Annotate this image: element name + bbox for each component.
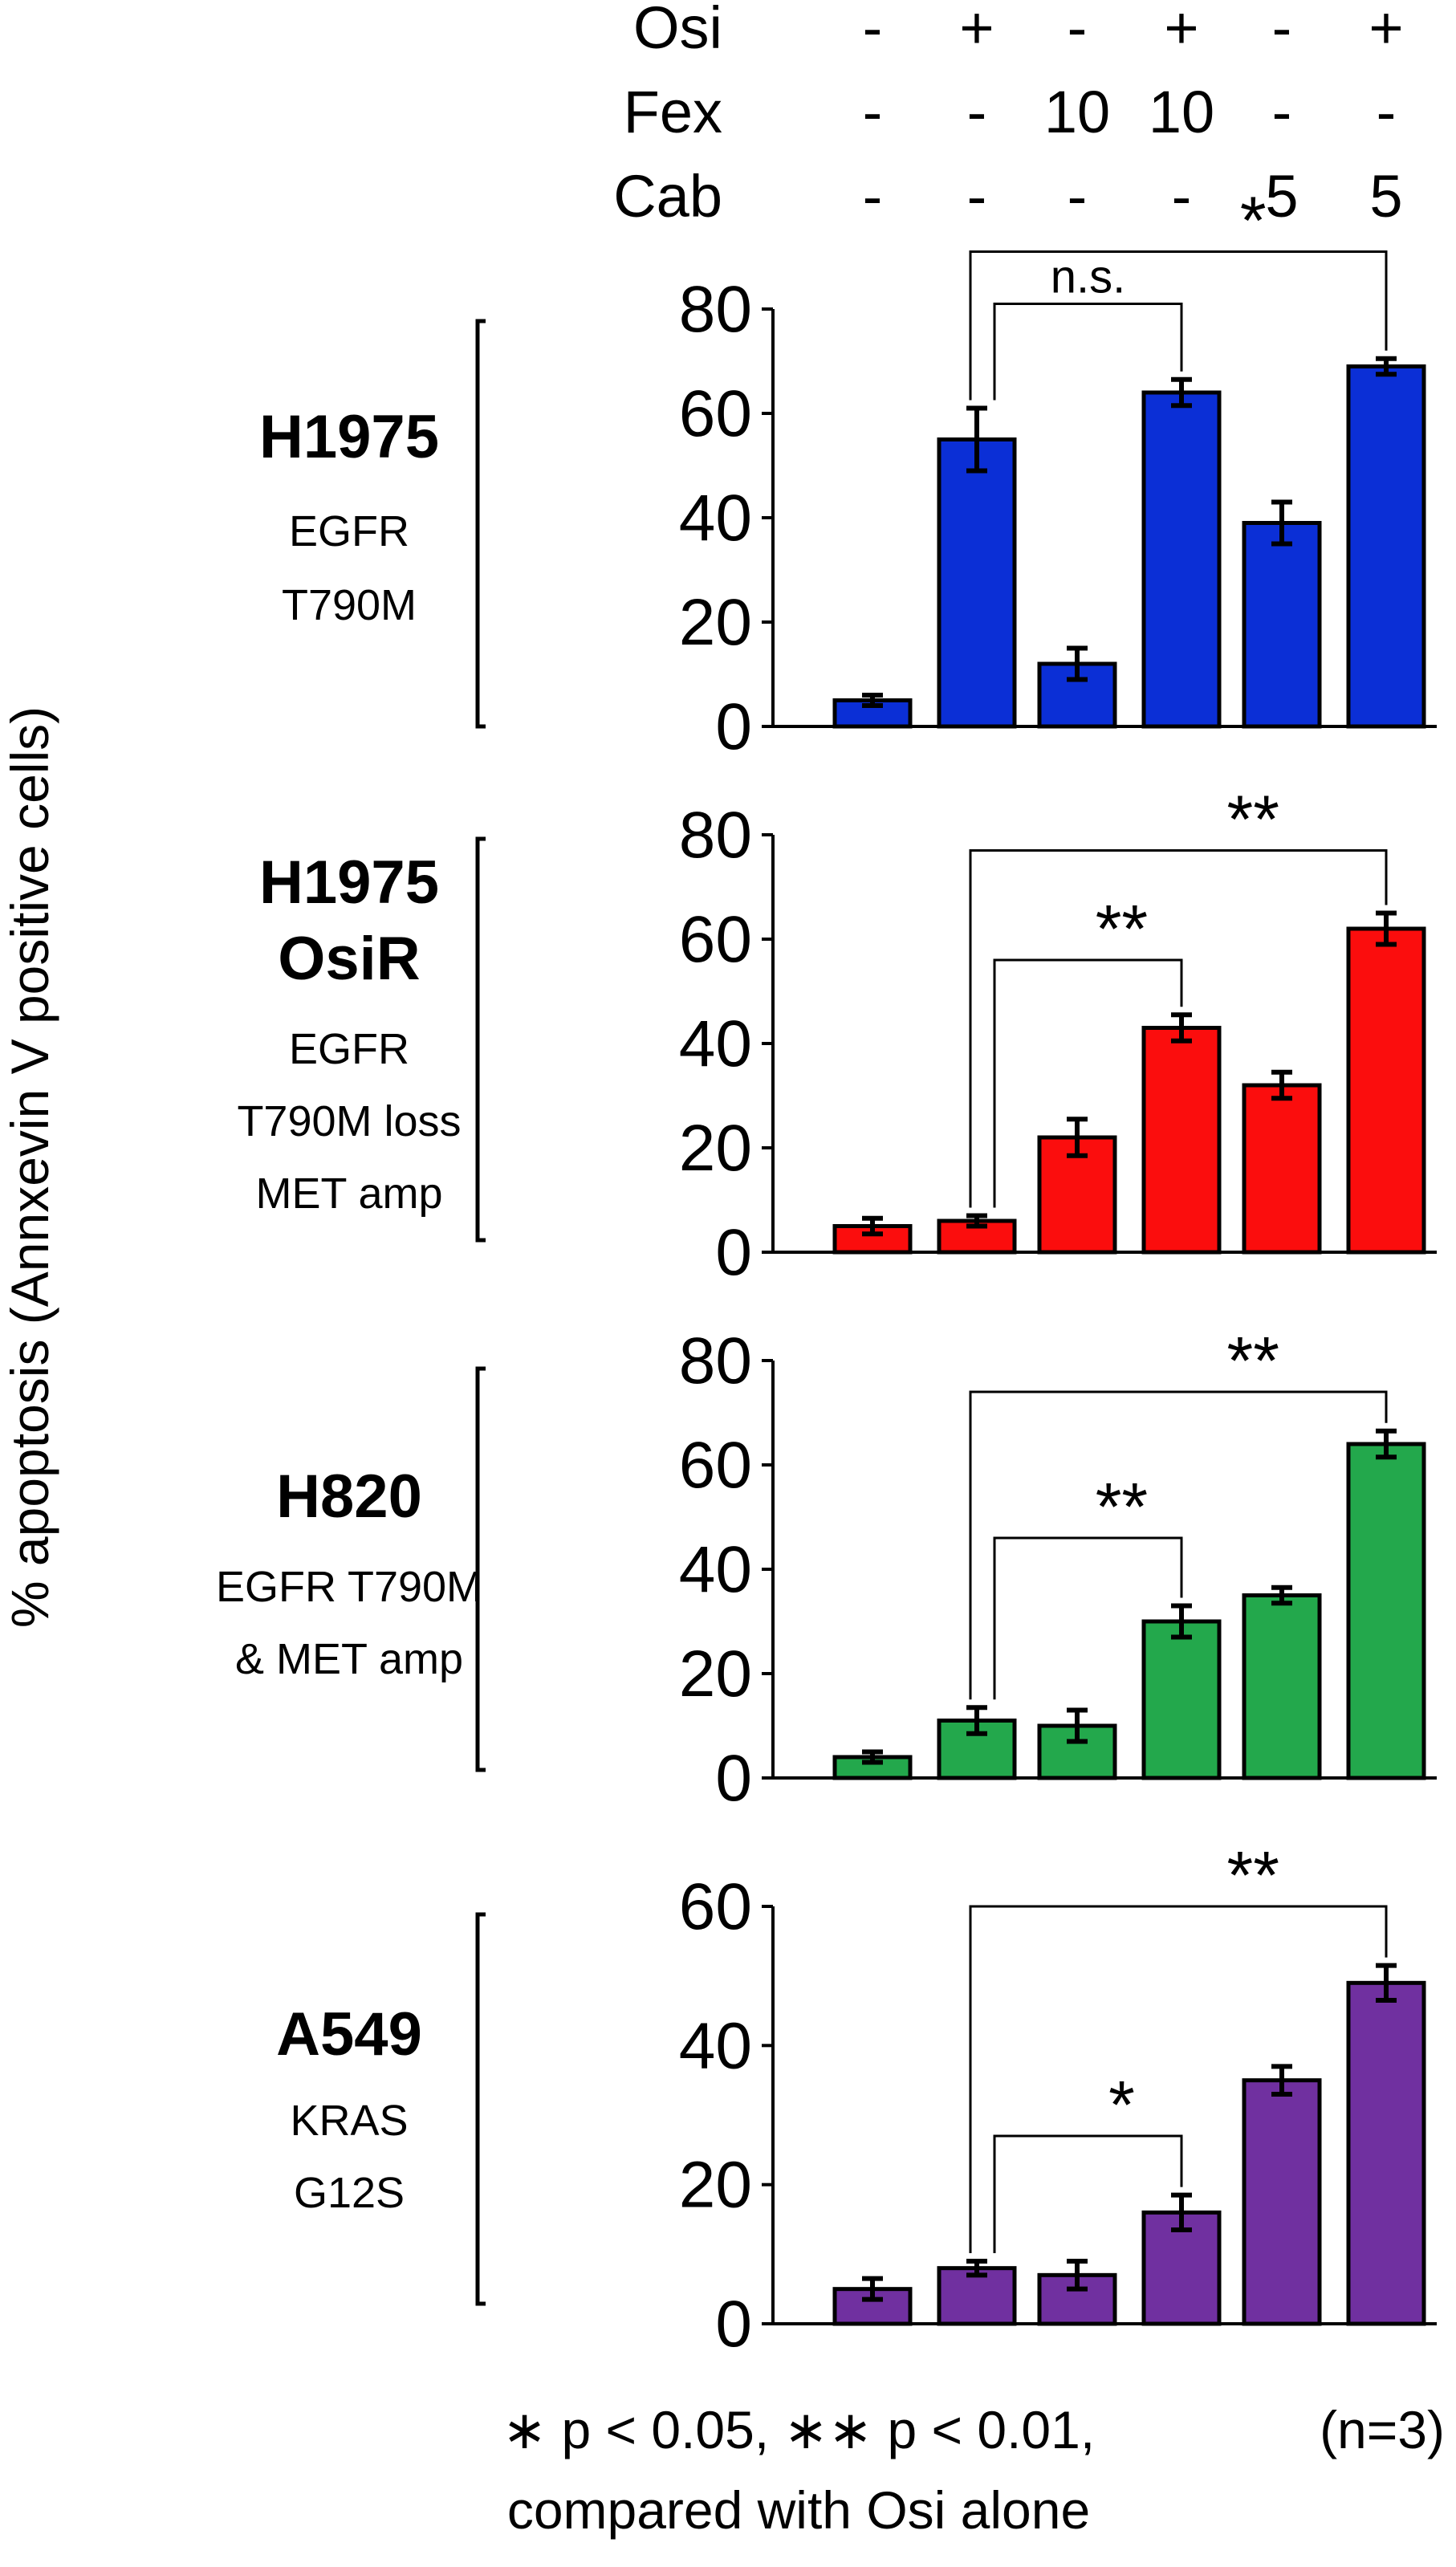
- treatment-value: 10: [1044, 79, 1110, 145]
- y-tick-label: 80: [679, 799, 752, 872]
- y-tick-label: 20: [679, 1637, 752, 1711]
- treatment-value: -: [967, 79, 987, 145]
- y-tick-label: 60: [679, 1870, 752, 1943]
- significance-bracket: [993, 303, 1183, 401]
- significance-label: n.s.: [1051, 251, 1126, 303]
- significance-label: **: [1227, 782, 1279, 857]
- treatment-value: -: [863, 163, 883, 230]
- panel-subtitle-line: EGFR: [289, 1025, 409, 1073]
- y-tick-label: 40: [679, 482, 752, 555]
- bar: [1141, 390, 1222, 729]
- bar: [1346, 364, 1426, 729]
- treatment-value: -: [1272, 0, 1292, 61]
- panel-subtitle-line: EGFR T790M: [216, 1563, 482, 1611]
- panel-bracket: [475, 319, 486, 729]
- panel-title: H820: [276, 1462, 422, 1531]
- bar: [1242, 1083, 1322, 1255]
- panel-bracket: [475, 1912, 486, 2306]
- treatment-value: +: [959, 0, 994, 61]
- panel-subtitle-line: T790M loss: [237, 1097, 461, 1145]
- bar: [1141, 1619, 1222, 1780]
- treatment-value: -: [1272, 79, 1292, 145]
- y-tick-label: 60: [679, 377, 752, 450]
- significance-label: **: [1227, 1323, 1279, 1398]
- bar: [1141, 1026, 1222, 1255]
- y-axis-label: % apoptosis (Annxevin V positive cells): [0, 706, 59, 1628]
- y-tick-label: 20: [679, 1112, 752, 1185]
- treatment-label-cab: Cab: [613, 163, 722, 230]
- bar: [1346, 1980, 1426, 2326]
- footnote-line-2: compared with Osi alone: [507, 2480, 1090, 2540]
- significance-bracket: [969, 849, 1388, 1208]
- treatment-value: +: [1164, 0, 1198, 61]
- y-tick-label: 0: [715, 2288, 752, 2361]
- significance-bracket: [969, 1390, 1388, 1700]
- footnote-line-1: ∗ p < 0.05, ∗∗ p < 0.01,: [502, 2400, 1095, 2459]
- significance-label: **: [1096, 1469, 1148, 1544]
- treatment-value: -: [863, 0, 883, 61]
- treatment-value: +: [1369, 0, 1403, 61]
- treatment-value: -: [863, 79, 883, 145]
- bar: [1346, 1442, 1426, 1780]
- y-tick-label: 40: [679, 2009, 752, 2082]
- significance-label: *: [1240, 183, 1267, 258]
- significance-bracket: [993, 1536, 1183, 1700]
- panel-title-line-2: OsiR: [278, 925, 420, 993]
- bar: [1346, 926, 1426, 1255]
- panel-bracket: [475, 836, 486, 1243]
- y-tick-label: 20: [679, 2149, 752, 2222]
- significance-bracket: [993, 958, 1183, 1208]
- y-tick-label: 0: [715, 1742, 752, 1815]
- treatment-value: -: [967, 163, 987, 230]
- panel-1: H1975 EGFR T790M 0 20 40 60 80 * n.s.: [259, 183, 1437, 763]
- y-tick-label: 60: [679, 1429, 752, 1502]
- bar: [1242, 2078, 1322, 2326]
- panel-bracket: [475, 1366, 486, 1772]
- treatment-value: -: [1377, 79, 1397, 145]
- panel-subtitle-line: & MET amp: [235, 1635, 463, 1683]
- panel-subtitle-line: EGFR: [289, 507, 409, 555]
- significance-bracket: [969, 1905, 1388, 2253]
- significance-bracket: [969, 250, 1388, 401]
- panel-3: H820 EGFR T790M & MET amp 0 20 40 60 80 ** **: [216, 1323, 1437, 1815]
- significance-label: **: [1096, 891, 1148, 966]
- panel-subtitle-line: KRAS: [290, 2097, 408, 2145]
- bar: [937, 1218, 1017, 1255]
- treatment-value: 5: [1265, 163, 1298, 230]
- significance-label: *: [1108, 2067, 1135, 2142]
- panel-title: H1975: [259, 848, 439, 917]
- y-tick-label: 20: [679, 586, 752, 659]
- panel-title: H1975: [259, 403, 439, 471]
- significance-label: **: [1227, 1837, 1279, 1913]
- treatment-value: 10: [1149, 79, 1214, 145]
- bar: [937, 437, 1017, 729]
- panel-subtitle-line: T790M: [282, 581, 417, 629]
- bar: [1242, 521, 1322, 729]
- y-tick-label: 40: [679, 1007, 752, 1080]
- treatment-value: -: [1068, 163, 1088, 230]
- treatment-value: -: [1172, 163, 1192, 230]
- treatment-label-fex: Fex: [624, 79, 722, 145]
- y-tick-label: 80: [679, 1324, 752, 1397]
- y-tick-label: 0: [715, 690, 752, 763]
- panel-subtitle-line: MET amp: [255, 1170, 442, 1218]
- panel-subtitle-line: G12S: [294, 2169, 405, 2217]
- y-tick-label: 60: [679, 903, 752, 976]
- treatment-table: Osi - + - + - +Fex - -10 10- -Cab - - - -5 5: [613, 0, 1403, 230]
- bar: [1242, 1593, 1322, 1780]
- y-tick-label: 0: [715, 1216, 752, 1289]
- panel-2: H1975 OsiR EGFR T790M loss MET amp 0 20 40 60 80 *…: [237, 782, 1437, 1289]
- treatment-value: 5: [1369, 163, 1402, 230]
- panel-title: A549: [276, 2000, 422, 2069]
- significance-bracket: [993, 2134, 1183, 2253]
- treatment-label-osi: Osi: [633, 0, 722, 61]
- chart-panels: H1975 EGFR T790M 0 20 40 60 80 * n.s. H1975 OsiR EGF…: [216, 183, 1437, 2361]
- treatment-value: -: [1068, 0, 1088, 61]
- y-tick-label: 40: [679, 1533, 752, 1606]
- n-note: (n=3): [1320, 2400, 1445, 2459]
- y-tick-label: 80: [679, 273, 752, 346]
